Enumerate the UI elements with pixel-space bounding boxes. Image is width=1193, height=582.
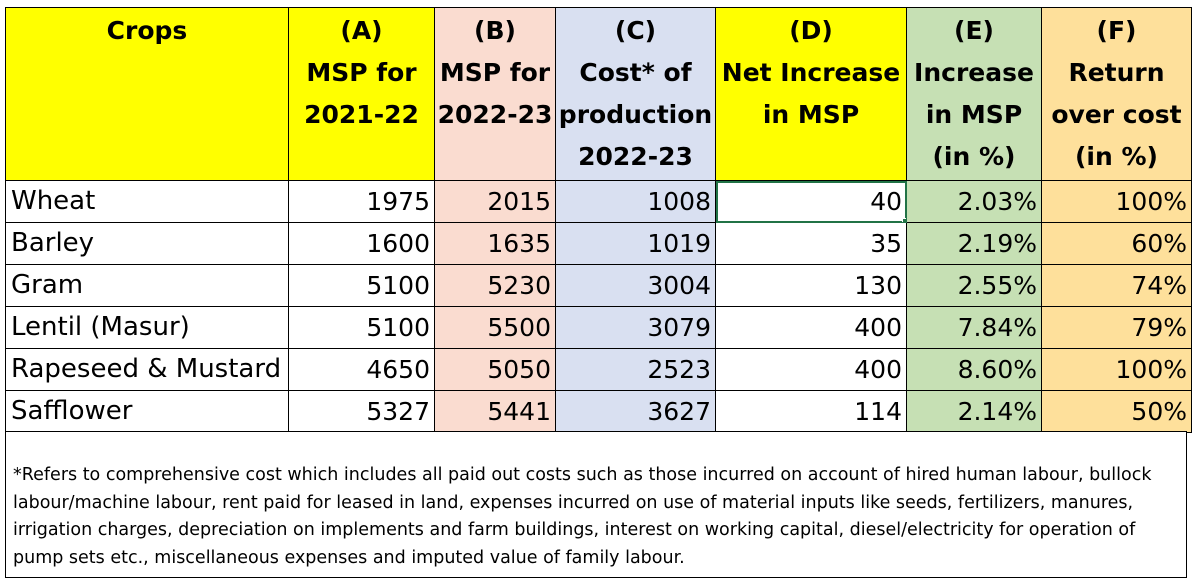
header-msp-2021-22[interactable]: (A) MSP for 2021-22 bbox=[288, 7, 435, 181]
table-row: Lentil (Masur) 5100 5500 3079 400 7.84% … bbox=[5, 306, 1192, 349]
increase-percent-cell[interactable]: 7.84% bbox=[906, 306, 1042, 349]
cost-of-production-cell[interactable]: 2523 bbox=[555, 348, 716, 391]
increase-percent-cell[interactable]: 2.19% bbox=[906, 222, 1042, 265]
header-msp-2022-23[interactable]: (B) MSP for 2022-23 bbox=[434, 7, 556, 181]
crop-name-cell[interactable]: Safflower bbox=[5, 390, 289, 433]
header-row: Crops (A) MSP for 2021-22 (B) MSP for 20… bbox=[5, 7, 1192, 181]
msp-2021-22-cell[interactable]: 5100 bbox=[288, 306, 435, 349]
increase-percent-cell[interactable]: 2.14% bbox=[906, 390, 1042, 433]
header-line: Net Increase bbox=[721, 58, 901, 87]
msp-2022-23-cell[interactable]: 5230 bbox=[434, 264, 556, 307]
net-increase-cell[interactable]: 400 bbox=[715, 306, 907, 349]
msp-2021-22-cell[interactable]: 4650 bbox=[288, 348, 435, 391]
return-over-cost-cell[interactable]: 50% bbox=[1041, 390, 1192, 433]
return-over-cost-cell[interactable]: 60% bbox=[1041, 222, 1192, 265]
cost-of-production-cell[interactable]: 3079 bbox=[555, 306, 716, 349]
cost-of-production-cell[interactable]: 1019 bbox=[555, 222, 716, 265]
cost-of-production-cell[interactable]: 3627 bbox=[555, 390, 716, 433]
msp-2022-23-cell[interactable]: 5441 bbox=[434, 390, 556, 433]
cost-of-production-cell[interactable]: 3004 bbox=[555, 264, 716, 307]
msp-2021-22-cell[interactable]: 5100 bbox=[288, 264, 435, 307]
table-row: Rapeseed & Mustard 4650 5050 2523 400 8.… bbox=[5, 348, 1192, 391]
increase-percent-cell[interactable]: 2.03% bbox=[906, 180, 1042, 223]
increase-percent-cell[interactable]: 2.55% bbox=[906, 264, 1042, 307]
return-over-cost-cell[interactable]: 79% bbox=[1041, 306, 1192, 349]
msp-2021-22-cell[interactable]: 1600 bbox=[288, 222, 435, 265]
header-line: (B) bbox=[474, 16, 516, 45]
net-increase-cell-selected[interactable]: 40 bbox=[715, 180, 907, 223]
header-net-increase[interactable]: (D) Net Increase in MSP bbox=[715, 7, 907, 181]
msp-table: Crops (A) MSP for 2021-22 (B) MSP for 20… bbox=[5, 7, 1192, 433]
msp-2021-22-cell[interactable]: 1975 bbox=[288, 180, 435, 223]
table-row: Safflower 5327 5441 3627 114 2.14% 50% bbox=[5, 390, 1192, 433]
header-line: Increase bbox=[914, 58, 1034, 87]
cell-value: 40 bbox=[870, 187, 902, 216]
net-increase-cell[interactable]: 114 bbox=[715, 390, 907, 433]
increase-percent-cell[interactable]: 8.60% bbox=[906, 348, 1042, 391]
header-line: (A) bbox=[340, 16, 383, 45]
return-over-cost-cell[interactable]: 100% bbox=[1041, 348, 1192, 391]
header-line: in MSP bbox=[925, 100, 1023, 129]
crop-name-cell[interactable]: Wheat bbox=[5, 180, 289, 223]
footnote-box[interactable]: *Refers to comprehensive cost which incl… bbox=[5, 431, 1187, 578]
net-increase-cell[interactable]: 130 bbox=[715, 264, 907, 307]
header-line: MSP for bbox=[439, 58, 551, 87]
header-line: over cost bbox=[1051, 100, 1182, 129]
header-crops-line: Crops bbox=[106, 16, 188, 45]
table-row: Barley 1600 1635 1019 35 2.19% 60% bbox=[5, 222, 1192, 265]
crop-name-cell[interactable]: Barley bbox=[5, 222, 289, 265]
net-increase-cell[interactable]: 35 bbox=[715, 222, 907, 265]
header-increase-percent[interactable]: (E) Increase in MSP (in %) bbox=[906, 7, 1042, 181]
header-line: 2022-23 bbox=[437, 100, 553, 129]
cost-of-production-cell[interactable]: 1008 bbox=[555, 180, 716, 223]
header-line: (F) bbox=[1096, 16, 1137, 45]
msp-2022-23-cell[interactable]: 5050 bbox=[434, 348, 556, 391]
crop-name-cell[interactable]: Rapeseed & Mustard bbox=[5, 348, 289, 391]
header-cost-of-production[interactable]: (C) Cost* of production 2022-23 bbox=[555, 7, 716, 181]
return-over-cost-cell[interactable]: 100% bbox=[1041, 180, 1192, 223]
header-line: (in %) bbox=[1075, 142, 1158, 171]
header-line: in MSP bbox=[762, 100, 860, 129]
table-row: Gram 5100 5230 3004 130 2.55% 74% bbox=[5, 264, 1192, 307]
msp-2021-22-cell[interactable]: 5327 bbox=[288, 390, 435, 433]
header-return-over-cost[interactable]: (F) Return over cost (in %) bbox=[1041, 7, 1192, 181]
crop-name-cell[interactable]: Gram bbox=[5, 264, 289, 307]
return-over-cost-cell[interactable]: 74% bbox=[1041, 264, 1192, 307]
msp-2022-23-cell[interactable]: 2015 bbox=[434, 180, 556, 223]
net-increase-cell[interactable]: 400 bbox=[715, 348, 907, 391]
header-line: (C) bbox=[614, 16, 657, 45]
table-row: Wheat 1975 2015 1008 40 2.03% 100% bbox=[5, 180, 1192, 223]
header-line: (E) bbox=[954, 16, 994, 45]
header-line: MSP for bbox=[306, 58, 417, 87]
header-line: 2022-23 bbox=[578, 142, 693, 171]
header-line: (in %) bbox=[932, 142, 1016, 171]
header-crops[interactable]: Crops bbox=[5, 7, 289, 181]
header-line: 2021-22 bbox=[304, 100, 419, 129]
msp-2022-23-cell[interactable]: 5500 bbox=[434, 306, 556, 349]
msp-2022-23-cell[interactable]: 1635 bbox=[434, 222, 556, 265]
footnote-text: *Refers to comprehensive cost which incl… bbox=[13, 465, 1152, 568]
header-line: production bbox=[558, 100, 713, 129]
header-line: (D) bbox=[789, 16, 833, 45]
fill-handle[interactable] bbox=[902, 218, 906, 222]
header-line: Return bbox=[1068, 58, 1165, 87]
header-line: Cost* of bbox=[579, 58, 692, 87]
crop-name-cell[interactable]: Lentil (Masur) bbox=[5, 306, 289, 349]
